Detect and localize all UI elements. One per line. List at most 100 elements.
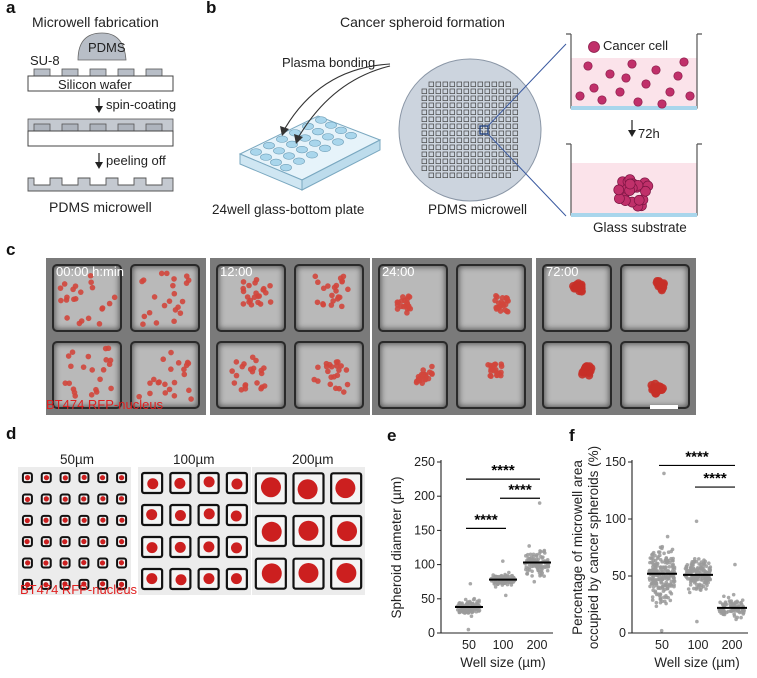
cancer-cell-dot [651, 65, 661, 75]
significance-label: **** [508, 481, 532, 498]
data-point [699, 565, 704, 570]
microwell-cell [542, 264, 612, 332]
spheroid-dot [231, 478, 243, 490]
data-point [658, 557, 663, 562]
data-point [530, 569, 534, 574]
panel-label-d: d [6, 424, 17, 443]
data-point [686, 587, 691, 591]
data-point [663, 565, 667, 570]
spheroid-dot [230, 510, 242, 522]
data-point [471, 601, 475, 606]
data-point [684, 565, 689, 570]
microwell-cell [620, 341, 690, 409]
spheroid-dot [100, 496, 106, 502]
data-point [526, 566, 530, 571]
data-point [525, 552, 530, 557]
data-point [650, 598, 655, 602]
spheroid-dot [335, 478, 356, 499]
data-point [656, 556, 660, 561]
data-point [695, 619, 699, 624]
data-point [664, 601, 668, 606]
cancer-cell-dot [633, 97, 643, 107]
spheroid-dot [119, 517, 125, 523]
data-point [647, 576, 652, 581]
data-point [724, 610, 729, 615]
y-axis-title: Spheroid diameter (µm) [389, 476, 404, 618]
spheroid-dot [100, 539, 106, 545]
data-point [700, 576, 705, 581]
timelapse-frame: 12:00 [210, 258, 370, 415]
data-point [657, 577, 662, 581]
spheroid-dot [62, 475, 68, 481]
data-point [718, 600, 722, 605]
data-point [534, 553, 539, 557]
spheroid-dot [100, 517, 106, 523]
y-axis-title: Percentage of microwell area [570, 460, 585, 635]
microwell-cell [542, 341, 612, 409]
spheroid-dot [43, 496, 49, 502]
spheroid-dot [147, 478, 159, 490]
data-point [668, 598, 673, 603]
microwell-cell [620, 264, 690, 332]
panel-a-title: Microwell fabrication [32, 14, 159, 30]
spheroid-dot [62, 581, 68, 587]
data-point [731, 592, 736, 597]
su8-label: SU-8 [30, 53, 60, 68]
microwell-cell [294, 264, 364, 332]
data-point [466, 610, 471, 615]
spheroid-dot [24, 538, 30, 545]
y-axis-title: occupied by cancer spheroids (%) [586, 446, 601, 649]
well-size-image [138, 467, 251, 595]
spheroid-dot [174, 477, 186, 489]
data-point [692, 556, 697, 561]
y-tick-label: 100 [605, 512, 626, 526]
data-point [527, 544, 531, 548]
y-tick-label: 200 [414, 489, 435, 503]
cancer-cell-dot [621, 73, 631, 83]
cancer-cell-dot [589, 83, 599, 93]
data-point [503, 574, 508, 578]
data-point [546, 564, 551, 569]
cancer-cell-dot [657, 99, 667, 109]
disk-label: PDMS microwell [428, 202, 528, 217]
spheroid-dot [337, 521, 358, 542]
data-point [669, 579, 674, 584]
microwell-cell [52, 264, 122, 332]
panel-label-c: c [6, 240, 16, 259]
data-point [540, 571, 545, 575]
plate-label: 24well glass-bottom plate [212, 202, 365, 217]
data-point [701, 584, 706, 589]
data-point [477, 600, 481, 604]
data-point [704, 587, 708, 591]
microwell-cell [52, 341, 122, 409]
cancer-cell-dot [597, 95, 607, 105]
data-point [506, 574, 511, 579]
data-point [662, 576, 667, 581]
data-point [672, 576, 676, 580]
data-point [472, 596, 477, 601]
cancer-cell-dot [641, 79, 651, 89]
cancer-cell-dot [673, 71, 683, 81]
data-point [706, 578, 710, 582]
data-point [672, 579, 677, 584]
data-point [494, 580, 498, 584]
data-point [654, 600, 659, 605]
microwell-cell [216, 341, 286, 409]
plasma-bonding-label: Plasma bonding [282, 55, 376, 70]
time-72h-label: 72h [638, 126, 660, 141]
data-point [651, 568, 655, 573]
data-point [511, 575, 516, 580]
spheroid-dot [99, 581, 106, 587]
data-point [733, 562, 737, 567]
silicon-wafer-shape [27, 75, 174, 92]
spheroid-formation-diagram [238, 33, 702, 217]
spheroid-dot [203, 573, 215, 585]
data-point [703, 559, 708, 564]
x-tick-label: 200 [722, 638, 743, 652]
data-point [726, 595, 731, 600]
spheroid-dot [81, 517, 87, 523]
x-axis-title: Well size (µm) [460, 655, 546, 670]
cancer-cell-label: Cancer cell [603, 38, 669, 53]
data-point [656, 550, 661, 554]
data-point [724, 602, 729, 607]
